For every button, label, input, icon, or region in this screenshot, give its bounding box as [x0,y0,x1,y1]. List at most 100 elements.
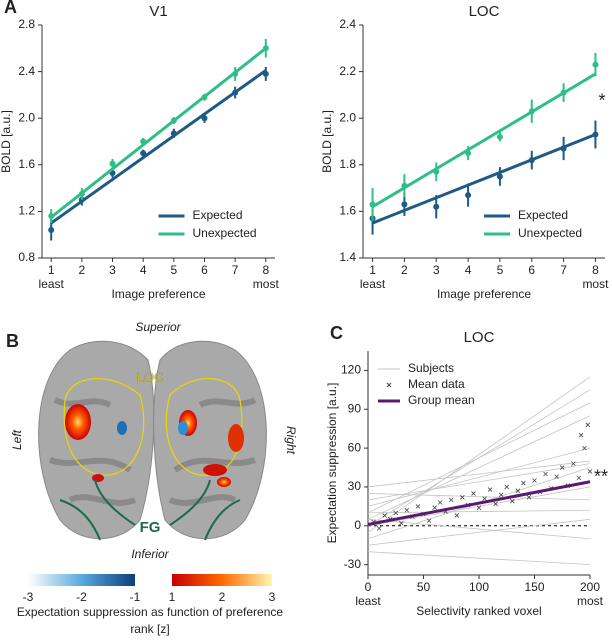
colorbar-tick-label: 2 [219,590,226,604]
mean-point [487,487,493,492]
data-point [496,133,503,140]
y-tick-label: 0.8 [18,250,35,264]
x-end-label: most [582,277,609,291]
x-tick-label: 6 [528,263,535,277]
mean-point [543,471,548,477]
significance-mark: * [598,91,605,111]
x-tick-label: 8 [592,263,599,277]
chart-title: V1 [149,3,167,20]
fit-line [50,69,267,225]
y-tick-label: 120 [341,363,361,377]
data-point [140,138,147,145]
y-tick-label: 0 [354,518,361,532]
data-point [48,213,55,220]
mean-point [382,513,387,518]
x-tick-label: 50 [417,580,431,594]
mean-point [578,432,584,438]
y-tick-label: 1.6 [339,204,356,218]
subject-line [367,447,591,507]
mean-point [448,497,454,503]
colorbar-tick-label: -2 [76,590,87,604]
fit-line [50,47,267,219]
orientation-label: Right [284,426,298,455]
mean-point [526,495,532,500]
x-tick-label: 100 [469,580,489,594]
panel-letter: A [4,0,17,17]
x-tick-label: 6 [201,263,208,277]
data-point [48,227,55,234]
mean-point [482,496,487,501]
x-end-label: most [253,277,280,291]
data-point [201,115,208,122]
legend-label: Unexpected [193,226,257,240]
mean-point [415,504,421,509]
subject-line [367,460,591,488]
colorbar-label: rank [z] [130,622,169,636]
data-point [528,157,535,164]
mean-point [393,510,399,516]
data-point [232,70,239,77]
data-point [433,203,440,210]
mean-point [582,445,587,451]
mean-point [554,474,559,479]
y-tick-label: 1.6 [18,157,35,171]
legend-label: Expected [193,208,243,222]
data-point [592,61,599,68]
data-point [401,182,408,189]
data-point [592,131,599,138]
colorbar-positive [172,574,272,586]
x-end-label: least [360,277,386,291]
legend-label: Subjects [408,361,454,375]
data-point [262,70,269,77]
mean-point [404,507,410,513]
legend-label: Group mean [408,393,475,407]
orientation-label: Inferior [131,547,169,561]
x-tick-label: 4 [465,263,472,277]
y-tick-label: 2.0 [18,110,35,124]
subject-line [367,509,591,514]
mean-point [493,501,498,507]
y-tick-label: -30 [344,557,362,571]
legend-label: Expected [518,208,568,222]
mean-point [510,498,515,504]
data-point [369,201,376,208]
x-tick-label: 0 [365,580,372,594]
fit-line [371,72,597,209]
y-tick-label: 2.4 [18,64,35,78]
colorbar-tick-label: 3 [269,590,276,604]
y-tick-label: 2.4 [339,17,356,31]
fit-line [371,133,597,225]
panel-letter: B [6,331,19,351]
y-axis-label: BOLD [a.u.] [0,110,13,173]
y-tick-label: 2.8 [18,17,35,31]
x-axis-label: Image preference [437,287,531,301]
x-tick-label: 150 [524,580,544,594]
x-axis-label: Image preference [111,287,205,301]
data-point [560,89,567,96]
y-tick-label: 2.2 [339,64,356,78]
data-point [528,108,535,115]
chart-title: LOC [469,3,500,20]
x-tick-label: 7 [232,263,239,277]
y-tick-label: 90 [348,401,362,415]
orientation-label: Superior [135,320,181,334]
data-point [78,190,85,197]
mean-point [587,469,593,474]
y-axis-label: BOLD [a.u.] [320,110,334,173]
data-point [109,160,116,167]
mean-point [515,488,521,494]
mean-point [571,461,576,466]
colorbar-negative [28,574,135,586]
data-point [496,173,503,180]
subject-line [367,493,591,501]
subject-line [367,518,591,540]
data-point [401,201,408,208]
mean-point [585,422,591,428]
y-tick-label: 60 [348,440,362,454]
subject-line [367,486,591,527]
legend-label: Mean data [408,377,465,391]
x-tick-label: 3 [109,263,116,277]
x-tick-label: 1 [48,263,55,277]
y-axis-label: Expectation suppression [a.u.] [325,383,339,544]
